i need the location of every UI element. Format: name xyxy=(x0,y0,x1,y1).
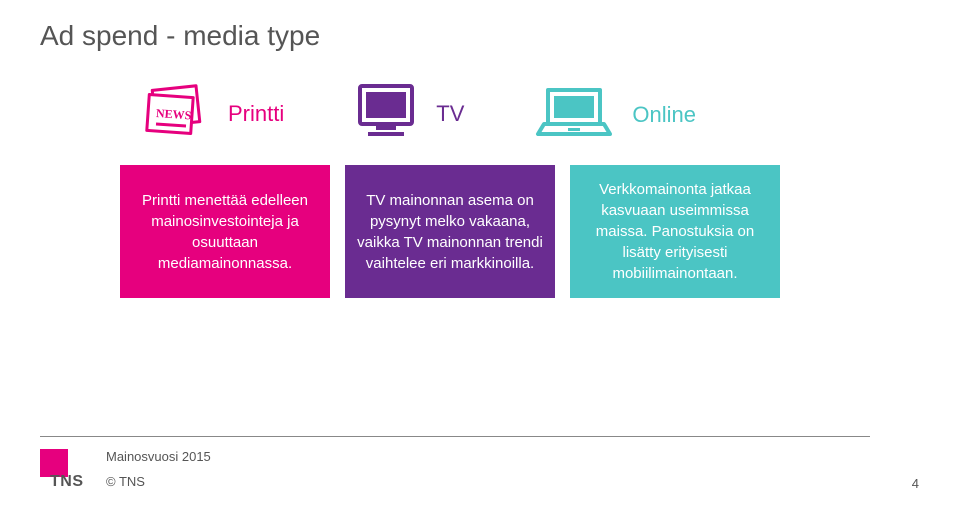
page-number: 4 xyxy=(912,476,919,491)
icon-row: NEWS Printti TV xyxy=(140,82,919,145)
print-info-box: Printti menettää edelleen mainosinvestoi… xyxy=(120,165,330,298)
tns-logo: TNS xyxy=(40,449,88,491)
footer: TNS Mainosvuosi 2015 © TNS 4 xyxy=(40,436,919,491)
print-label: Printti xyxy=(228,101,284,127)
slide-title: Ad spend - media type xyxy=(40,20,919,52)
online-label: Online xyxy=(632,102,696,128)
tv-block: TV xyxy=(354,82,464,145)
tv-label: TV xyxy=(436,101,464,127)
footer-divider xyxy=(40,436,870,437)
tv-icon xyxy=(354,82,418,145)
print-block: NEWS Printti xyxy=(140,82,284,145)
online-block: Online xyxy=(534,84,696,145)
footer-copyright: © TNS xyxy=(106,474,211,489)
svg-text:NEWS: NEWS xyxy=(156,106,193,122)
tv-info-box: TV mainonnan asema on pysynyt melko vaka… xyxy=(345,165,555,298)
online-info-box: Verkkomainonta jatkaa kasvuaan useimmiss… xyxy=(570,165,780,298)
tns-logo-text: TNS xyxy=(50,473,84,491)
footer-project: Mainosvuosi 2015 xyxy=(106,449,211,464)
info-box-row: Printti menettää edelleen mainosinvestoi… xyxy=(120,165,919,298)
newspaper-icon: NEWS xyxy=(140,82,210,145)
laptop-icon xyxy=(534,84,614,145)
